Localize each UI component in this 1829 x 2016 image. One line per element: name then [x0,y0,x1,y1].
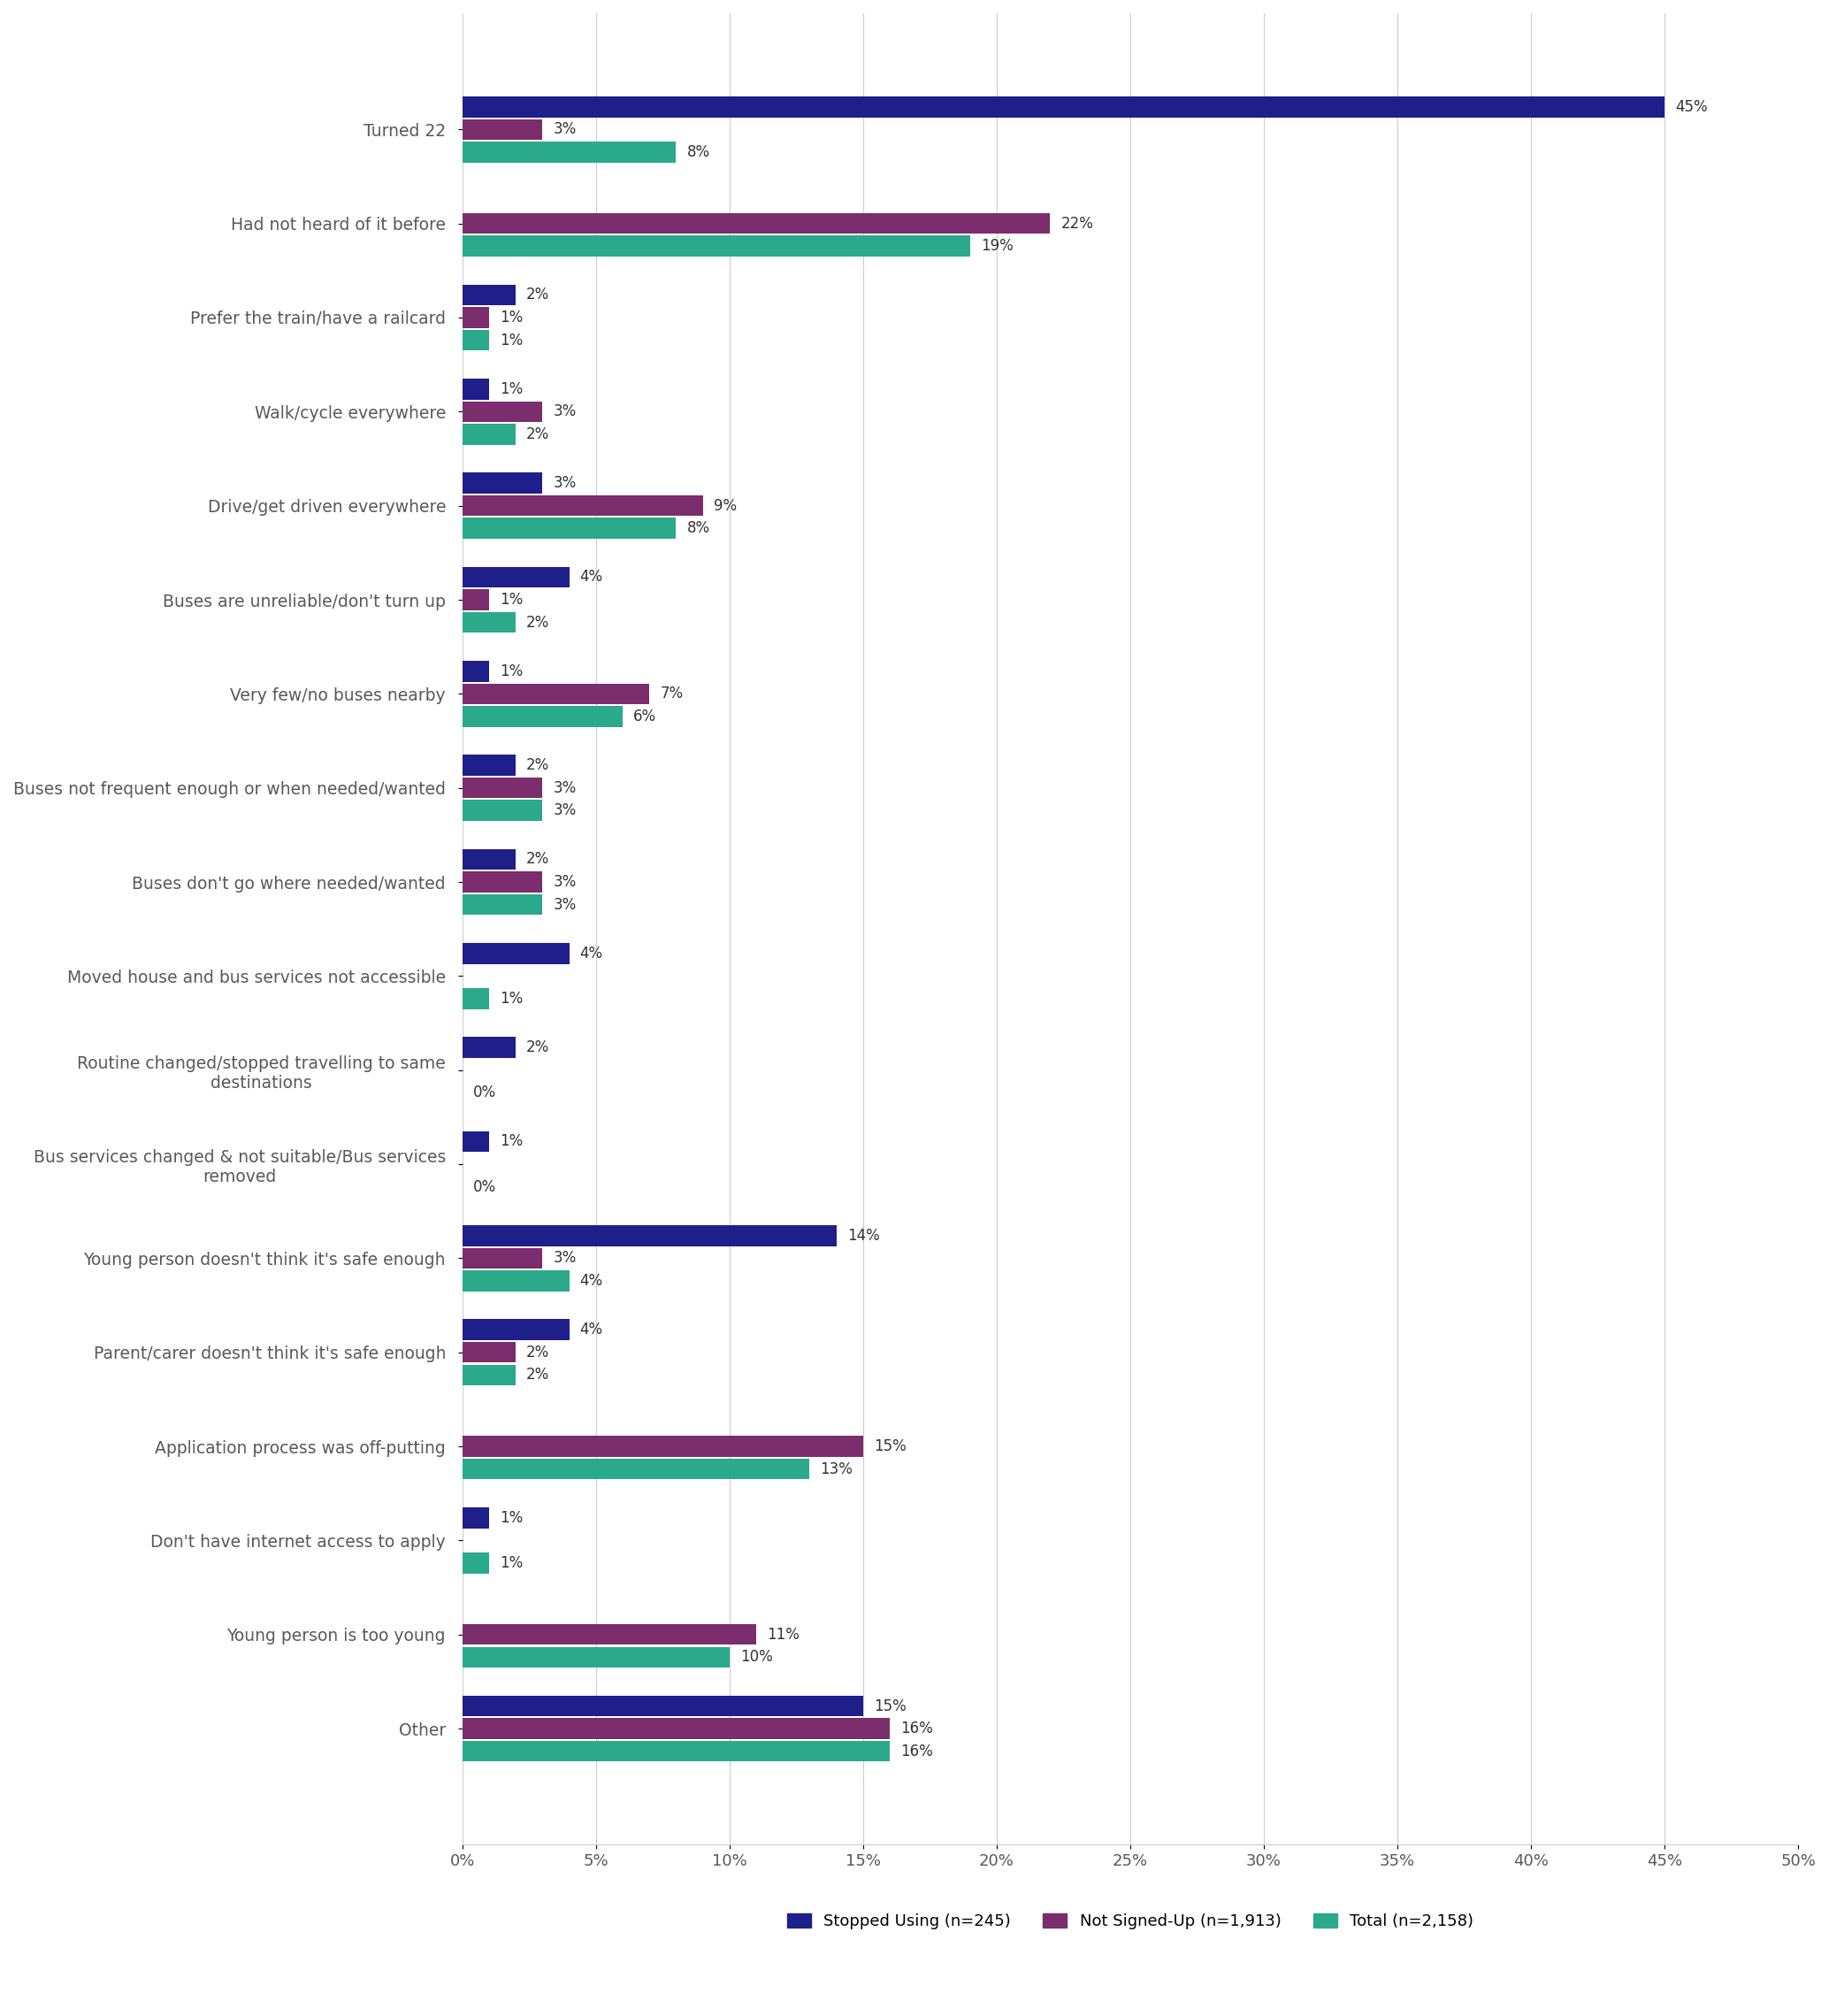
Bar [463,1718,889,1740]
Text: 8%: 8% [686,520,710,536]
Bar [463,1647,730,1667]
Bar [463,895,543,915]
Bar [463,566,569,587]
Text: 16%: 16% [900,1744,933,1760]
Bar [463,754,516,776]
Text: 19%: 19% [980,238,1013,254]
Bar [463,141,677,163]
Text: 45%: 45% [1675,99,1708,115]
Bar [463,423,516,446]
Bar [463,871,543,893]
Text: 10%: 10% [741,1649,772,1665]
Text: 1%: 1% [499,1510,523,1526]
Bar [463,331,488,351]
Text: 4%: 4% [580,569,604,585]
Text: 1%: 1% [499,1133,523,1149]
Text: 3%: 3% [552,1250,576,1266]
Text: 1%: 1% [499,333,523,349]
Text: 11%: 11% [766,1627,799,1643]
Bar [463,943,569,964]
Bar [463,474,543,494]
Bar [463,401,543,421]
Bar [463,284,516,304]
Text: 6%: 6% [633,708,657,724]
Text: 1%: 1% [499,381,523,397]
Text: 8%: 8% [686,143,710,159]
Bar [463,97,1664,117]
Bar [463,1248,543,1268]
Text: 4%: 4% [580,1272,604,1288]
Bar [463,518,677,538]
Bar [463,1343,516,1363]
Text: 3%: 3% [552,121,576,137]
Text: 16%: 16% [900,1720,933,1736]
Bar [463,1036,516,1058]
Bar [463,683,649,704]
Bar [463,1226,836,1246]
Text: 3%: 3% [552,802,576,818]
Bar [463,1318,569,1341]
Bar [463,849,516,869]
Bar [463,214,1050,234]
Bar [463,661,488,681]
Text: 3%: 3% [552,403,576,419]
Text: 2%: 2% [527,1367,551,1383]
Text: 7%: 7% [660,685,684,702]
Bar [463,1270,569,1290]
Text: 2%: 2% [527,1040,551,1056]
Text: 2%: 2% [527,615,551,631]
Bar [463,613,516,633]
Text: 14%: 14% [847,1228,880,1244]
Text: 22%: 22% [1061,216,1094,232]
Bar [463,119,543,139]
Bar [463,589,488,611]
Text: 2%: 2% [527,758,551,774]
Text: 4%: 4% [580,946,604,962]
Text: 3%: 3% [552,875,576,889]
Bar [463,1365,516,1385]
Text: 4%: 4% [580,1322,604,1339]
Bar [463,496,702,516]
Text: 15%: 15% [874,1697,905,1714]
Text: 3%: 3% [552,780,576,796]
Bar [463,1552,488,1572]
Text: 3%: 3% [552,476,576,492]
Text: 9%: 9% [713,498,737,514]
Text: 1%: 1% [499,1554,523,1570]
Bar [463,1131,488,1151]
Legend: Stopped Using (n=245), Not Signed-Up (n=1,913), Total (n=2,158): Stopped Using (n=245), Not Signed-Up (n=… [779,1905,1481,1937]
Bar [463,1740,889,1762]
Text: 1%: 1% [499,990,523,1006]
Text: 1%: 1% [499,593,523,607]
Bar [463,1458,810,1480]
Bar [463,706,622,726]
Text: 0%: 0% [474,1085,496,1101]
Bar [463,379,488,399]
Bar [463,306,488,329]
Text: 13%: 13% [821,1462,852,1478]
Bar [463,800,543,821]
Text: 2%: 2% [527,286,551,302]
Bar [463,1435,863,1458]
Bar [463,988,488,1008]
Text: 0%: 0% [474,1179,496,1195]
Bar [463,1695,863,1716]
Bar [463,1625,755,1645]
Bar [463,778,543,798]
Text: 2%: 2% [527,1345,551,1361]
Text: 3%: 3% [552,897,576,913]
Text: 1%: 1% [499,663,523,679]
Bar [463,1508,488,1528]
Bar [463,236,969,256]
Text: 15%: 15% [874,1437,905,1454]
Text: 1%: 1% [499,310,523,325]
Text: 2%: 2% [527,425,551,442]
Text: 2%: 2% [527,851,551,867]
